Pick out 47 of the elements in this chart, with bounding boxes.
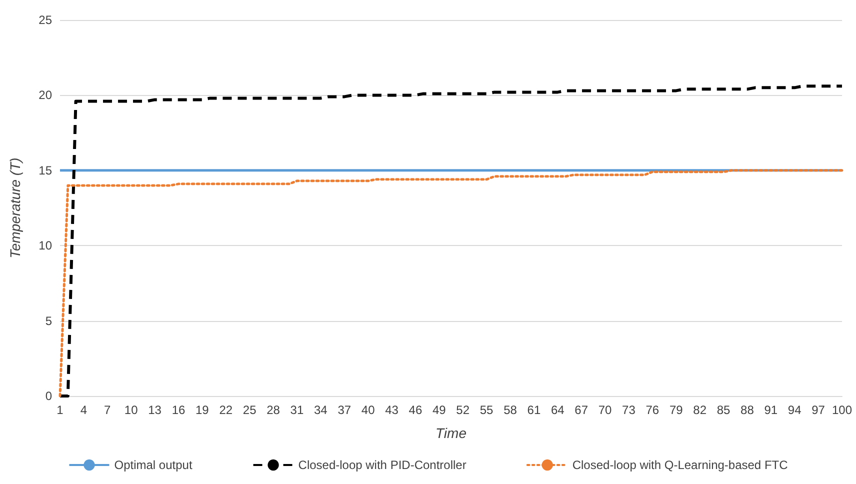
line-series bbox=[58, 84, 844, 398]
y-tick-label: 15 bbox=[38, 163, 52, 178]
x-tick-label: 70 bbox=[598, 403, 612, 417]
y-tick-label: 0 bbox=[45, 389, 52, 403]
x-tick-label: 85 bbox=[716, 403, 731, 417]
x-tick-label: 61 bbox=[527, 403, 541, 417]
x-tick-label: 100 bbox=[832, 403, 852, 417]
x-tick-label: 46 bbox=[408, 403, 422, 417]
x-tick-label: 73 bbox=[622, 403, 636, 417]
x-tick-label: 79 bbox=[669, 403, 684, 417]
y-tick-label: 20 bbox=[38, 88, 52, 102]
x-tick-label: 10 bbox=[124, 403, 138, 417]
x-tick-label: 31 bbox=[290, 403, 304, 417]
legend-label: Closed-loop with PID-Controller bbox=[298, 458, 466, 472]
x-tick-label: 97 bbox=[812, 403, 826, 417]
x-tick-label: 94 bbox=[788, 403, 802, 417]
x-tick-label: 76 bbox=[646, 403, 660, 417]
x-tick-label: 16 bbox=[172, 403, 186, 417]
x-axis-title: Time bbox=[436, 425, 467, 441]
y-tick-label: 5 bbox=[45, 314, 52, 328]
x-tick-label: 13 bbox=[148, 403, 162, 417]
x-tick-label: 28 bbox=[266, 403, 280, 417]
x-tick-label: 1 bbox=[56, 403, 64, 417]
x-tick-label: 25 bbox=[242, 403, 257, 417]
x-tick-label: 19 bbox=[196, 403, 210, 417]
x-tick-label: 37 bbox=[338, 403, 352, 417]
x-tick-label: 64 bbox=[550, 403, 565, 417]
line-series bbox=[58, 169, 844, 398]
x-tick-label: 4 bbox=[80, 403, 88, 417]
x-tick-label: 52 bbox=[456, 403, 470, 417]
x-tick-label: 67 bbox=[574, 403, 588, 417]
x-tick-label: 49 bbox=[432, 403, 446, 417]
x-tick-label: 7 bbox=[104, 403, 112, 417]
y-tick-label: 25 bbox=[38, 13, 52, 27]
x-tick-label: 34 bbox=[314, 403, 328, 417]
legend-label: Optimal output bbox=[114, 458, 193, 472]
x-tick-label: 22 bbox=[219, 403, 233, 417]
x-tick-label: 58 bbox=[504, 403, 518, 417]
x-tick-label: 43 bbox=[385, 403, 399, 417]
x-tick-label: 91 bbox=[764, 403, 778, 417]
y-tick-label: 10 bbox=[38, 238, 52, 253]
x-tick-label: 82 bbox=[693, 403, 707, 417]
x-tick-label: 55 bbox=[480, 403, 494, 417]
x-tick-label: 40 bbox=[361, 403, 376, 417]
x-tick-label: 88 bbox=[740, 403, 754, 417]
y-axis-title: Temperature (T) bbox=[7, 158, 23, 258]
legend-label: Closed-loop with Q-Learning-based FTC bbox=[572, 458, 788, 472]
